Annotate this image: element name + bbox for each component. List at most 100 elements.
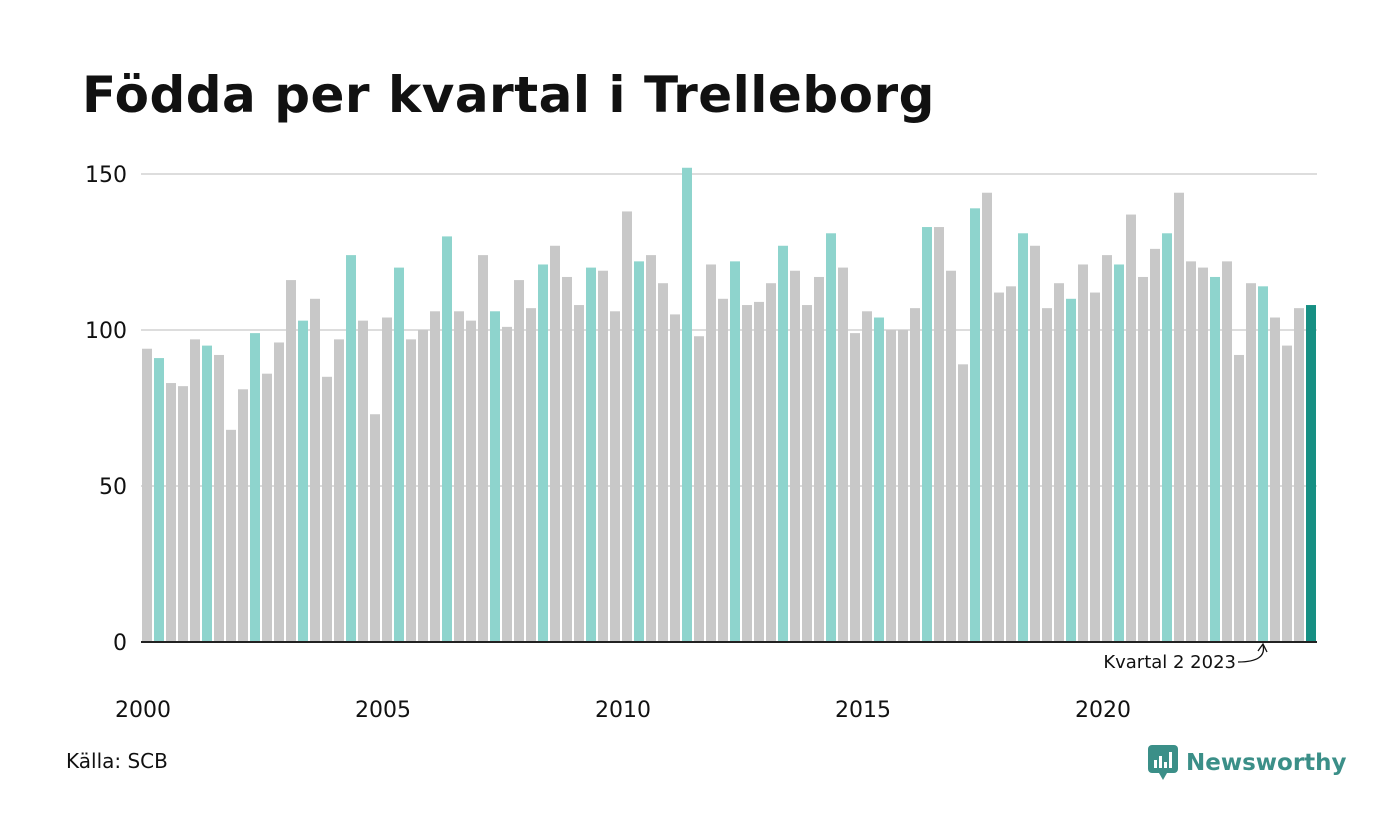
y-tick-label: 150: [85, 163, 127, 188]
bar: [682, 167, 692, 642]
bar: [310, 298, 320, 642]
bar: [934, 227, 944, 643]
bar: [430, 311, 440, 642]
bar: [466, 320, 476, 642]
bar: [574, 305, 584, 642]
x-tick-label: 2005: [355, 698, 411, 723]
x-tick-label: 2020: [1075, 698, 1131, 723]
bar: [694, 336, 704, 642]
bar: [946, 270, 956, 642]
bar: [1066, 298, 1076, 642]
bar: [706, 264, 716, 642]
bar: [1126, 214, 1136, 642]
bar: [1042, 308, 1052, 642]
bar: [418, 330, 428, 642]
bar: [874, 317, 884, 642]
bar: [814, 276, 824, 642]
bars: [142, 167, 1316, 643]
bar: [922, 227, 932, 643]
bar: [958, 364, 968, 642]
bar: [526, 308, 536, 642]
bar: [970, 208, 980, 642]
bar: [1054, 283, 1064, 642]
bar: [1174, 192, 1184, 642]
bar: [562, 276, 572, 642]
bar: [1246, 283, 1256, 642]
bar: [598, 270, 608, 642]
newsworthy-logo-icon: [1148, 745, 1178, 780]
bar: [1006, 286, 1016, 642]
bar: [250, 333, 260, 642]
bar: [286, 280, 296, 642]
annotation: Kvartal 2 2023: [1103, 642, 1268, 673]
bar: [658, 283, 668, 642]
bar: [1114, 264, 1124, 642]
bar: [1198, 267, 1208, 642]
annotation-arrow: [1237, 644, 1265, 663]
x-tick-label: 2015: [835, 698, 891, 723]
bar: [490, 311, 500, 642]
bar: [298, 320, 308, 642]
bar: [1282, 345, 1292, 642]
x-tick-label: 2000: [115, 698, 171, 723]
bar: [1102, 255, 1112, 642]
bar: [634, 261, 644, 642]
bar: [514, 280, 524, 642]
bar: [370, 414, 380, 642]
bar: [910, 308, 920, 642]
bar: [454, 311, 464, 642]
bar: [1210, 276, 1220, 642]
y-tick-label: 0: [113, 631, 127, 656]
bar: [1258, 286, 1268, 642]
source-note: Källa: SCB: [66, 749, 168, 773]
bar: [394, 267, 404, 642]
y-tick-label: 50: [99, 475, 127, 500]
bar: [322, 376, 332, 642]
brand-name: Newsworthy: [1186, 750, 1347, 776]
bar: [1234, 354, 1244, 642]
bar-chart: 0 50 100 150 2000 2005 2010 2015 2020 Kvartal 2…: [85, 163, 1317, 723]
bar: [742, 305, 752, 642]
bar: [1030, 245, 1040, 642]
bar: [142, 348, 152, 642]
bar: [1306, 305, 1316, 642]
bar: [166, 383, 176, 642]
bar: [406, 339, 416, 642]
bar: [226, 429, 236, 642]
bar: [1222, 261, 1232, 642]
bar: [586, 267, 596, 642]
bar: [178, 386, 188, 642]
bar: [766, 283, 776, 642]
bar: [886, 330, 896, 642]
bar: [442, 236, 452, 642]
bar: [982, 192, 992, 642]
bar: [550, 245, 560, 642]
bar: [790, 270, 800, 642]
bar: [802, 305, 812, 642]
bar: [1138, 276, 1148, 642]
bar: [478, 255, 488, 642]
bar: [826, 233, 836, 642]
bar: [730, 261, 740, 642]
x-tick-label: 2010: [595, 698, 651, 723]
bar: [670, 314, 680, 642]
bar: [1162, 233, 1172, 642]
bar: [754, 301, 764, 642]
bar: [898, 330, 908, 642]
bar: [778, 245, 788, 642]
bar: [1150, 248, 1160, 642]
bar: [862, 311, 872, 642]
bar: [610, 311, 620, 642]
bar: [622, 211, 632, 642]
bar: [718, 298, 728, 642]
bar: [646, 255, 656, 642]
bar: [1270, 317, 1280, 642]
annotation-arrowhead: [1257, 642, 1268, 653]
bar: [1018, 233, 1028, 642]
bar: [274, 342, 284, 642]
bar: [538, 264, 548, 642]
bar: [334, 339, 344, 642]
bar: [238, 389, 248, 642]
y-tick-labels: 0 50 100 150: [85, 163, 127, 656]
bar: [838, 267, 848, 642]
